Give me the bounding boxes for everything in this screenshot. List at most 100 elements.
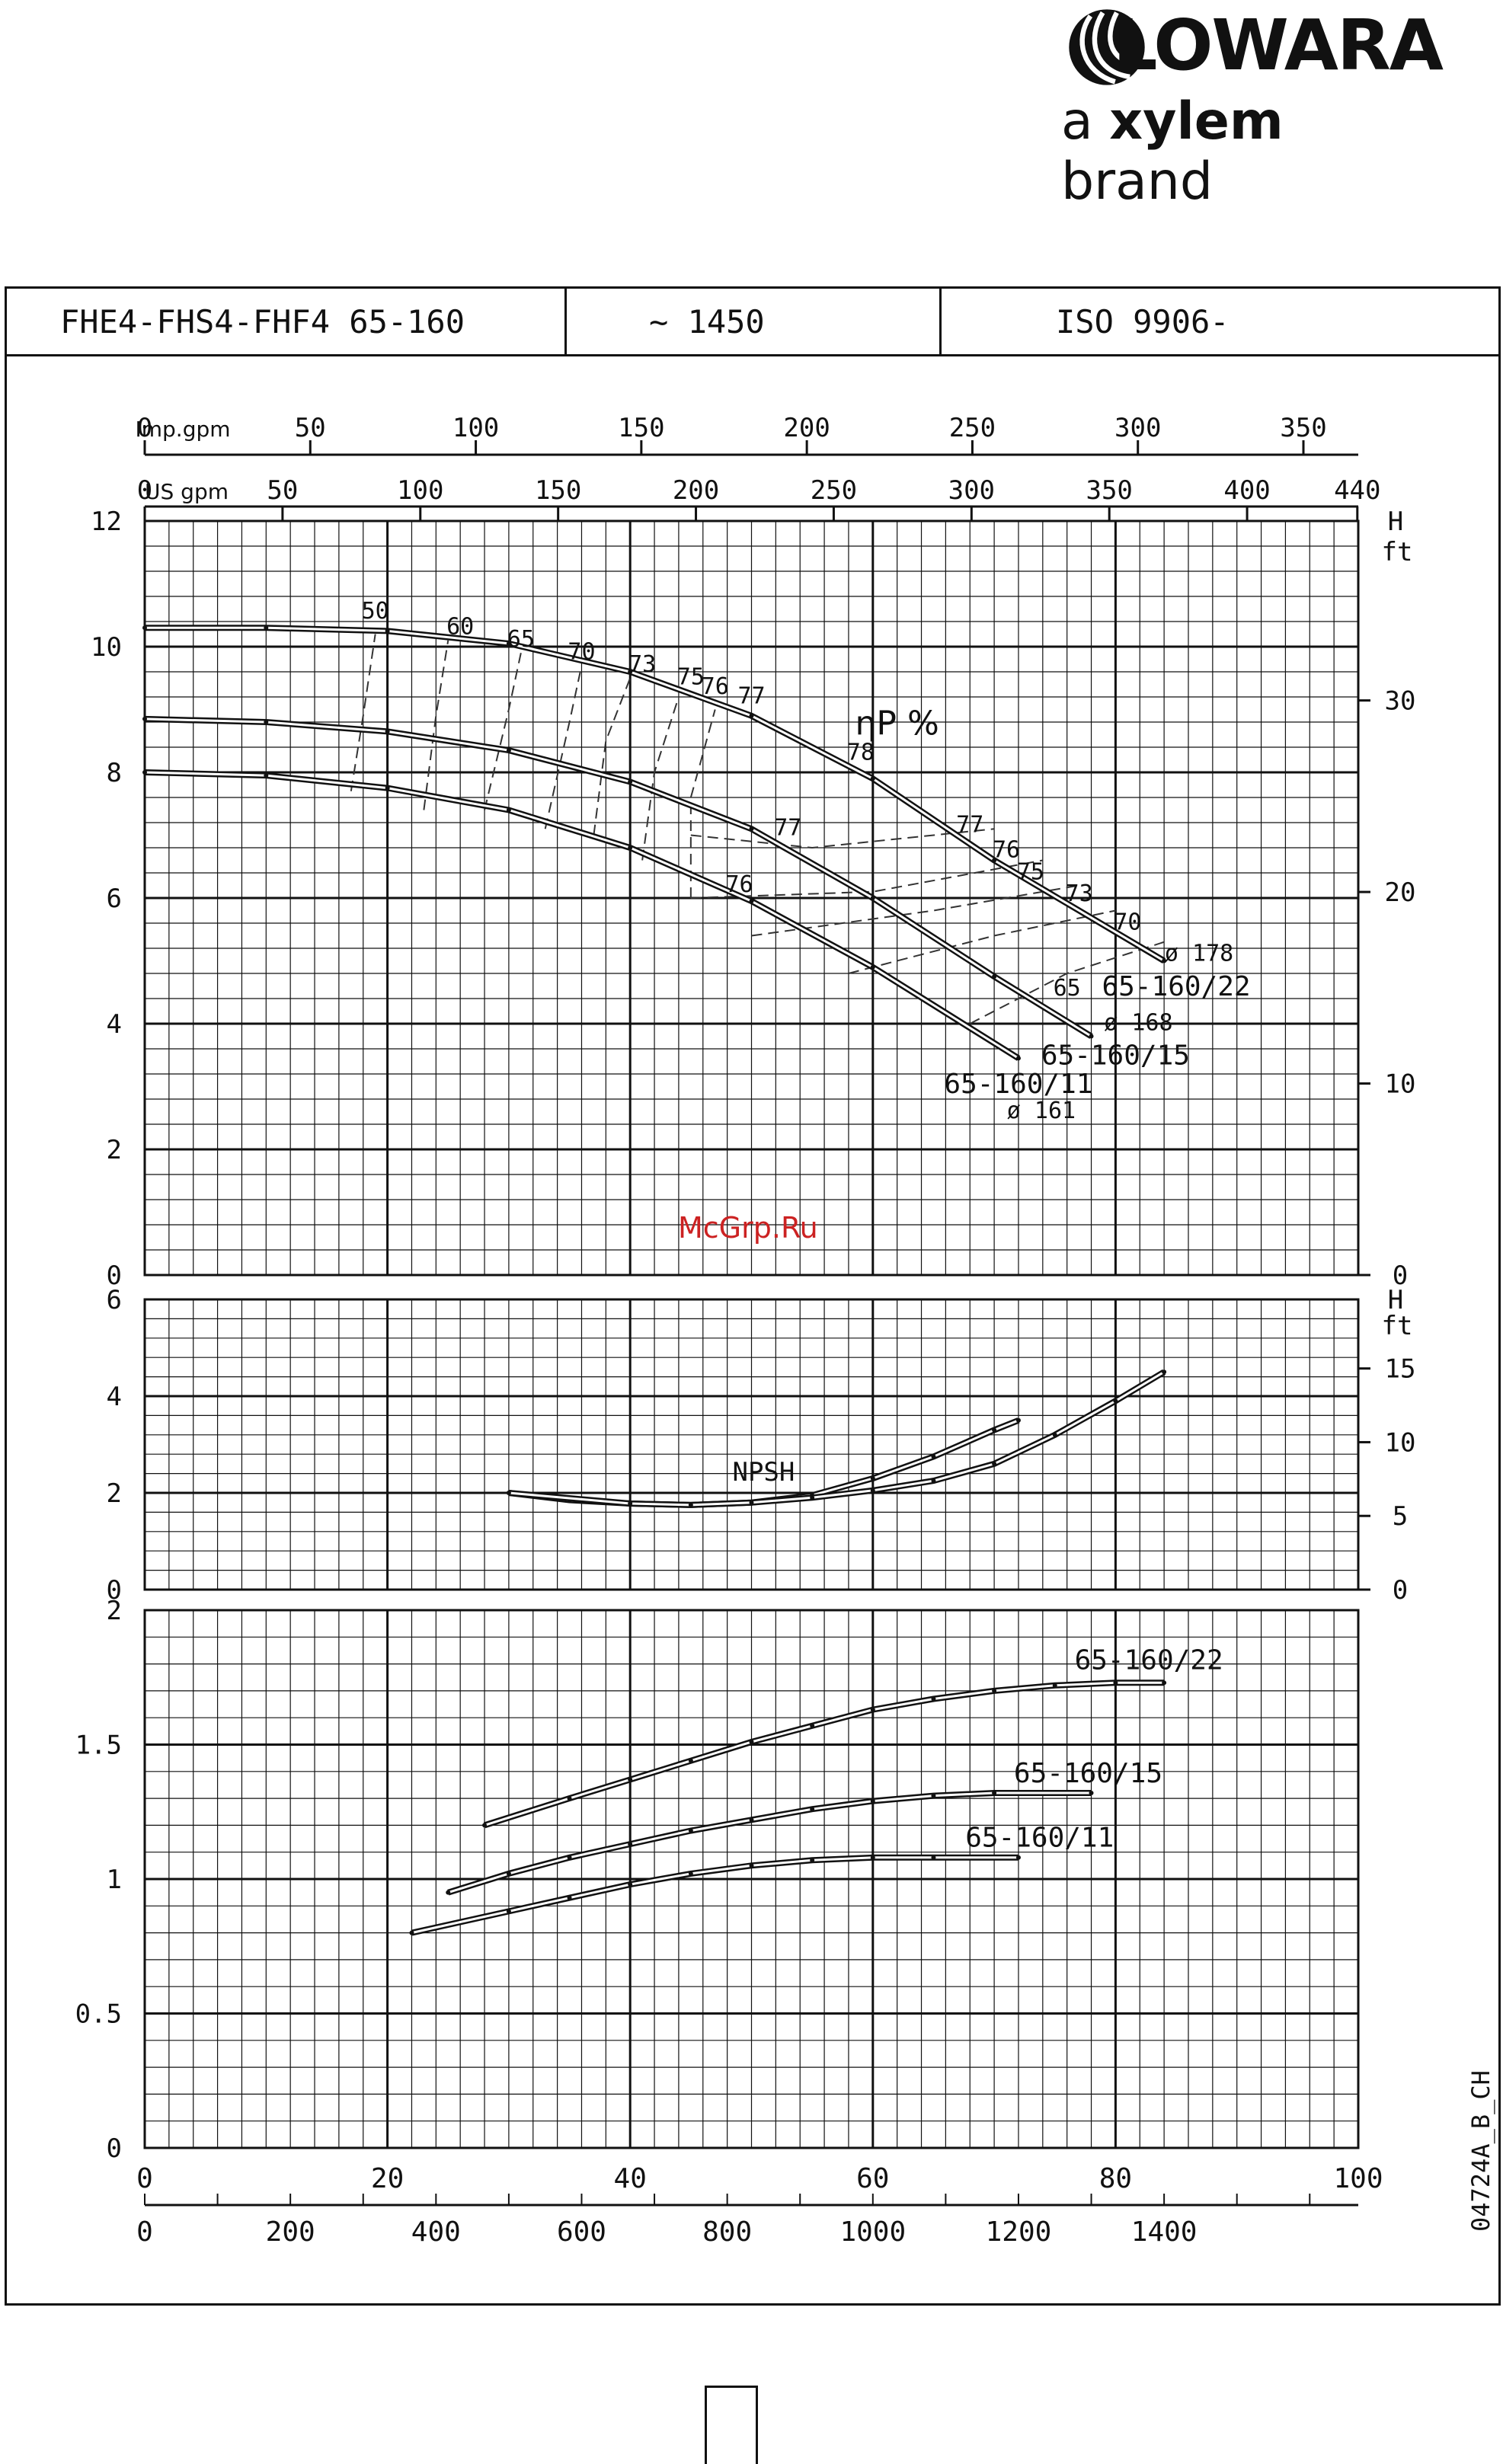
data-point: [870, 1488, 875, 1493]
us-gpm-tick-label: 400: [1223, 475, 1270, 506]
power-curve-65-160/11-inner: [411, 1856, 1019, 1935]
page-number-box: [705, 2386, 758, 2464]
data-point: [749, 1817, 754, 1823]
power-y-tick-label: 0.5: [75, 1999, 122, 2030]
efficiency-label: 75: [677, 664, 705, 691]
power-series-label: 65-160/11: [965, 1823, 1114, 1854]
data-point: [567, 1796, 572, 1801]
us-gpm-tick-label: 100: [397, 475, 443, 506]
lmin-tick-label: 0: [136, 2216, 153, 2248]
data-point: [142, 716, 147, 721]
data-point: [264, 625, 269, 631]
efficiency-isoline: [350, 634, 376, 791]
data-point: [931, 1855, 936, 1860]
imp-gpm-tick-label: 350: [1280, 413, 1326, 443]
data-point: [506, 748, 511, 753]
data-point: [992, 1427, 997, 1433]
imp-gpm-tick-label: 100: [452, 413, 499, 443]
data-point: [810, 1858, 815, 1863]
lmin-tick-label: 200: [266, 2216, 315, 2248]
head-right-title-h: H: [1388, 507, 1403, 537]
power-series-label: 65-160/22: [1075, 1645, 1223, 1676]
npsh-right-title-h: H: [1388, 1285, 1403, 1315]
data-point: [628, 670, 633, 674]
efficiency-label: 75: [1017, 858, 1044, 885]
efficiency-isoline: [593, 677, 632, 836]
lmin-tick-label: 600: [557, 2216, 606, 2248]
data-point: [264, 720, 269, 724]
data-point: [992, 1461, 997, 1466]
efficiency-label: 65: [1054, 975, 1081, 1002]
head-right-tick-label: 0: [1393, 1261, 1408, 1291]
data-point: [688, 1758, 693, 1763]
data-point: [446, 1890, 451, 1895]
header-model: FHE4-FHS4-FHF4 65-160: [7, 289, 567, 354]
us-gpm-tick-label: 0: [137, 475, 152, 506]
brand-logo: LOWARA a xylem brand: [1061, 0, 1473, 212]
data-point: [992, 1688, 997, 1693]
data-point: [870, 896, 875, 900]
efficiency-label: 73: [628, 651, 656, 678]
head-series-diameter: ø 161: [1007, 1098, 1076, 1124]
data-point: [931, 1793, 936, 1798]
efficiency-label: 50: [362, 598, 389, 625]
data-point: [1089, 1034, 1094, 1039]
efficiency-isoline: [484, 653, 522, 810]
plot-border: [143, 519, 1360, 1277]
us-gpm-tick-label: 200: [673, 475, 719, 506]
tagline-suffix: brand: [1061, 152, 1214, 212]
us-gpm-tick-label: 50: [267, 475, 298, 506]
power-series-label: 65-160/15: [1014, 1758, 1162, 1789]
efficiency-label: 77: [956, 811, 983, 838]
data-point: [567, 1855, 572, 1860]
data-point: [931, 1454, 936, 1459]
data-point: [628, 1882, 633, 1887]
plot-border: [143, 1298, 1360, 1591]
data-point: [409, 1930, 414, 1935]
efficiency-label: 77: [774, 815, 801, 842]
efficiency-isoline: [690, 828, 995, 849]
data-point: [749, 713, 754, 718]
us-gpm-tick-label: 300: [948, 475, 995, 506]
head-curve-65-160/11-inner: [144, 771, 1019, 1059]
efficiency-label: 76: [993, 836, 1020, 863]
data-point: [628, 779, 633, 785]
x-tick-label: 60: [856, 2163, 889, 2194]
data-point: [749, 1739, 754, 1744]
efficiency-isoline: [848, 909, 1116, 974]
data-point: [1162, 1680, 1167, 1686]
data-point: [1162, 958, 1167, 964]
data-point: [870, 776, 875, 781]
efficiency-isoline: [641, 696, 680, 861]
data-point: [628, 1500, 633, 1506]
data-point: [567, 1895, 572, 1900]
power-y-tick-label: 2: [107, 1596, 122, 1626]
efficiency-isoline: [969, 941, 1165, 1024]
data-point: [1015, 1417, 1021, 1423]
data-point: [264, 773, 269, 778]
data-point: [1052, 1432, 1057, 1437]
watermark: McGrp.Ru: [678, 1211, 818, 1245]
head-y-tick-label: 0: [107, 1261, 122, 1291]
npsh-right-tick-label: 10: [1385, 1427, 1416, 1458]
lmin-tick-label: 400: [411, 2216, 461, 2248]
data-point: [1113, 1680, 1118, 1686]
data-point: [1113, 1398, 1118, 1404]
data-point: [385, 729, 390, 734]
efficiency-label: 60: [446, 614, 474, 641]
efficiency-label: 77: [737, 682, 765, 709]
efficiency-isoline: [544, 665, 583, 829]
efficiency-label: 76: [726, 871, 753, 898]
efficiency-label: 70: [1114, 909, 1141, 935]
data-point: [870, 1475, 875, 1481]
data-point: [931, 1696, 936, 1702]
data-point: [688, 1871, 693, 1876]
data-point: [870, 1707, 875, 1712]
us-gpm-tick-label: 150: [535, 475, 581, 506]
data-point: [628, 1842, 633, 1847]
efficiency-label: 65: [507, 626, 535, 653]
header-speed: ~ 1450: [567, 289, 942, 354]
npsh-label: NPSH: [732, 1457, 795, 1488]
data-point: [749, 826, 754, 832]
